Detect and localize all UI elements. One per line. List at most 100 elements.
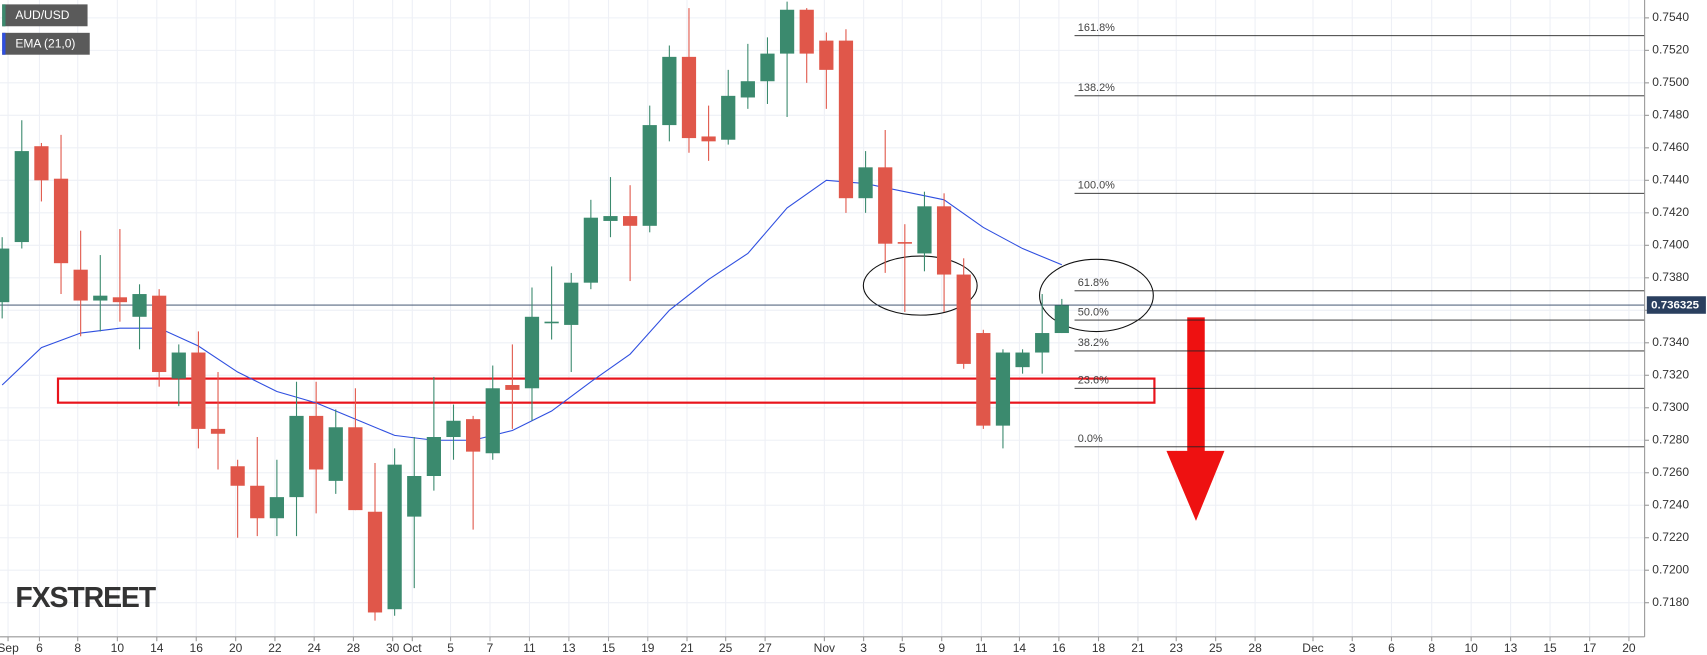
legend: AUD/USD EMA (21,0): [2, 4, 90, 55]
x-tick-label: 15: [602, 641, 616, 655]
candle-body: [564, 282, 579, 325]
candle-body: [1035, 333, 1050, 353]
x-tick-label: 7: [487, 641, 494, 655]
x-tick-label: Nov: [814, 641, 835, 655]
candle-body: [603, 216, 618, 221]
legend-box: [2, 32, 90, 55]
candle-body: [976, 333, 991, 426]
candle-body: [505, 385, 520, 390]
y-tick-label: 0.7400: [1652, 237, 1689, 251]
ellipse: [1038, 258, 1154, 333]
y-tick-label: 0.7220: [1652, 530, 1689, 544]
x-tick-label: 25: [1209, 641, 1223, 655]
y-tick-label: 0.7260: [1652, 465, 1689, 479]
candle-body: [309, 415, 324, 470]
x-tick-label: Dec: [1302, 641, 1323, 655]
fib-label: 38.2%: [1078, 337, 1109, 349]
candle-body: [878, 167, 893, 244]
y-tick-label: 0.7280: [1652, 432, 1689, 446]
candle-body: [93, 295, 108, 301]
candle-body: [210, 428, 226, 434]
x-tick-label: 8: [74, 641, 81, 655]
x-tick-label: 17: [1583, 641, 1597, 655]
x-tick-label: 11: [975, 641, 988, 655]
x-tick-label: 23: [1170, 641, 1184, 655]
x-tick-label: 5: [899, 641, 906, 655]
candle-body: [191, 352, 206, 429]
x-tick-label: 16: [190, 641, 204, 655]
fib-label: 50.0%: [1078, 306, 1109, 318]
candle-body: [897, 242, 912, 244]
candle-body: [230, 466, 245, 486]
x-tick-label: 20: [229, 641, 243, 655]
y-tick-label: 0.7200: [1652, 562, 1689, 576]
x-tick-label: 10: [111, 641, 125, 655]
candle-body: [779, 9, 795, 54]
candle-body: [269, 497, 285, 519]
candle-body: [466, 419, 481, 452]
x-tick-label: 28: [1248, 641, 1262, 655]
candle-body: [0, 248, 10, 303]
candle-body: [446, 420, 461, 438]
candle-body: [583, 217, 598, 283]
x-tick-label: 21: [680, 641, 694, 655]
x-tick-label: 9: [938, 641, 945, 655]
x-tick-label: 30: [386, 641, 400, 655]
candle-body: [760, 53, 775, 82]
x-tick-label: 3: [1349, 641, 1356, 655]
y-tick-label: 0.7540: [1652, 10, 1689, 24]
legend-label: EMA (21,0): [15, 36, 75, 50]
y-tick-label: 0.7180: [1652, 595, 1689, 609]
candle-body: [858, 167, 873, 199]
fib-label: 138.2%: [1078, 82, 1115, 94]
x-tick-label: 6: [1388, 641, 1395, 655]
y-tick-label: 0.7480: [1652, 108, 1689, 122]
legend-label: AUD/USD: [15, 8, 69, 22]
logo: FXSTREET: [15, 582, 156, 614]
candle-body: [367, 511, 383, 613]
candle-body: [1054, 305, 1069, 334]
candle-body: [387, 464, 402, 610]
fib-label: 100.0%: [1078, 180, 1115, 192]
candle-body: [328, 427, 343, 481]
candle-body: [485, 388, 500, 454]
candle-body: [642, 125, 657, 226]
x-tick-label: 14: [1013, 641, 1027, 655]
ellipse: [862, 255, 978, 316]
candle-body: [132, 294, 147, 317]
candle-body: [14, 151, 29, 243]
x-tick-label: 20: [1622, 641, 1636, 655]
x-tick-label: 5: [447, 641, 454, 655]
candle-body: [407, 476, 422, 517]
fib-label: 0.0%: [1078, 433, 1103, 445]
x-tick-label: Sep: [0, 641, 19, 655]
candle-body: [799, 9, 814, 54]
candle-body: [112, 297, 128, 303]
y-tick-label: 0.7240: [1652, 497, 1689, 511]
legend-box: [2, 4, 88, 27]
x-tick-label: 16: [1052, 641, 1066, 655]
x-tick-label: 13: [562, 641, 576, 655]
candle-body: [721, 95, 736, 140]
candle-body: [152, 295, 167, 373]
x-tick-label: 11: [523, 641, 536, 655]
plot: [0, 1, 1069, 621]
y-tick-label: 0.7340: [1652, 335, 1689, 349]
y-tick-label: 0.7300: [1652, 400, 1689, 414]
y-tick-label: 0.7460: [1652, 140, 1689, 154]
candle-body: [73, 269, 88, 301]
y-tick-label: 0.7420: [1652, 205, 1689, 219]
candle-body: [426, 437, 441, 477]
x-tick-label: 13: [1504, 641, 1518, 655]
candle-body: [819, 40, 834, 70]
candle-body: [681, 56, 697, 139]
x-tick-label: 27: [758, 641, 772, 655]
y-tick-label: 0.7440: [1652, 173, 1689, 187]
candle-body: [956, 274, 971, 364]
x-tick-label: 21: [1131, 641, 1145, 655]
candle-body: [53, 178, 69, 264]
candle-body: [838, 40, 854, 199]
x-tick-label: Oct: [403, 641, 422, 655]
x-tick-label: 10: [1464, 641, 1478, 655]
